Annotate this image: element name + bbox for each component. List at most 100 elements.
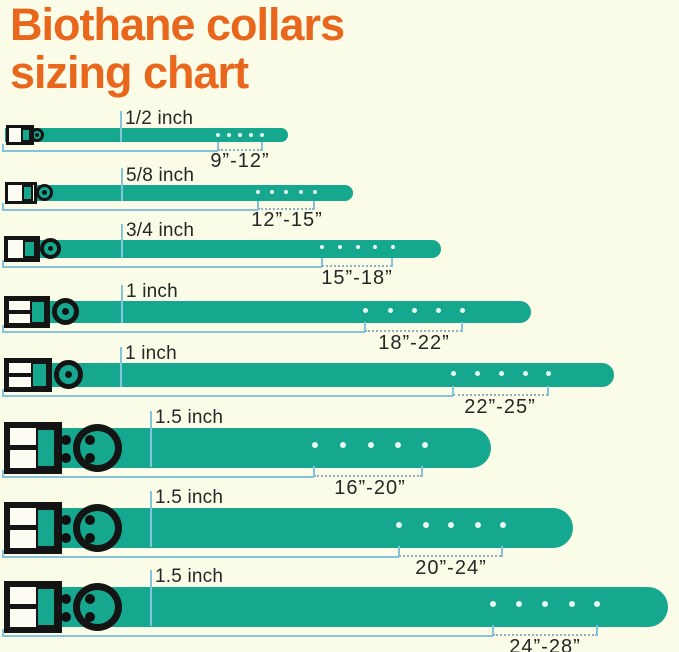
- rivet: [85, 453, 95, 463]
- width-label: 1.5 inch: [155, 566, 224, 587]
- buckle-ring-icon: [54, 360, 83, 389]
- collar-hole: [313, 190, 317, 194]
- length-bracket: [2, 395, 453, 397]
- collar-hole: [451, 371, 456, 376]
- bracket-tick: [2, 389, 4, 396]
- rivet: [85, 612, 95, 622]
- bracket-tick: [492, 625, 494, 636]
- bracket-tick: [501, 546, 503, 557]
- width-guide-line: [120, 347, 122, 387]
- collar-strap: [5, 301, 531, 323]
- length-bracket: [2, 150, 218, 152]
- collar-hole: [516, 601, 522, 607]
- page-title-line1: Biothane collars: [10, 0, 345, 50]
- collar-hole: [391, 245, 395, 249]
- collar-hole: [227, 133, 231, 137]
- collar-hole: [542, 601, 548, 607]
- collar-hole: [475, 371, 480, 376]
- bracket-tick: [364, 322, 366, 332]
- buckle-strap-tab: [36, 587, 56, 627]
- adjust-range-dotted: [365, 330, 462, 332]
- buckle-crossbar: [10, 604, 36, 609]
- size-range-label: 9”-12”: [210, 150, 270, 172]
- collar-hole: [216, 133, 220, 137]
- buckle-ring-icon: [52, 298, 79, 325]
- width-guide-line: [150, 570, 152, 626]
- buckle-ring-icon: [40, 238, 61, 259]
- collar-hole: [320, 245, 324, 249]
- adjust-range-dotted: [218, 149, 262, 151]
- collar-hole: [423, 522, 429, 528]
- rivet: [61, 594, 71, 604]
- size-range-label: 18”-22”: [378, 332, 450, 354]
- length-bracket: [2, 635, 493, 637]
- length-bracket: [2, 266, 322, 268]
- collar-hole: [412, 308, 417, 313]
- width-guide-line: [150, 491, 152, 547]
- adjust-range-dotted: [322, 265, 392, 267]
- collar-hole: [238, 133, 242, 137]
- rivet: [85, 435, 95, 445]
- buckle-strap-tab: [30, 300, 46, 324]
- rivet: [61, 435, 71, 445]
- buckle-strap-tab: [36, 428, 56, 468]
- bracket-tick: [461, 322, 463, 332]
- buckle-crossbar: [9, 310, 31, 314]
- collar-hole: [460, 308, 465, 313]
- rivet: [61, 533, 71, 543]
- bracket-tick: [2, 144, 4, 151]
- collar-hole: [312, 442, 318, 448]
- length-bracket: [2, 209, 258, 211]
- collar-hole: [338, 245, 342, 249]
- bracket-tick: [257, 201, 259, 210]
- bracket-tick: [313, 466, 315, 477]
- width-guide-line: [150, 411, 152, 467]
- collar-hole: [340, 442, 346, 448]
- size-range-label: 12”-15”: [251, 209, 323, 231]
- buckle-crossbar: [10, 525, 36, 530]
- collar-hole: [475, 522, 481, 528]
- buckle-crossbar: [9, 373, 32, 377]
- width-label: 1/2 inch: [125, 108, 194, 129]
- d-ring-icon: [73, 583, 122, 631]
- buckle-pin: [42, 190, 47, 195]
- d-ring-icon: [73, 504, 122, 552]
- collar-hole: [499, 371, 504, 376]
- collar-hole: [270, 190, 274, 194]
- buckle-strap-tab: [22, 185, 33, 201]
- collar-hole: [368, 442, 374, 448]
- adjust-range-dotted: [399, 555, 501, 557]
- bracket-tick: [2, 203, 4, 210]
- size-range-label: 16”-20”: [334, 477, 406, 499]
- collar-strap: [5, 185, 353, 201]
- buckle-strap-tab: [23, 240, 36, 258]
- bracket-tick: [421, 466, 423, 477]
- collar-hole: [284, 190, 288, 194]
- adjust-range-dotted: [493, 634, 597, 636]
- adjust-range-dotted: [453, 394, 548, 396]
- length-bracket: [2, 476, 314, 478]
- width-guide-line: [120, 111, 122, 142]
- bracket-tick: [313, 201, 315, 210]
- width-label: 1 inch: [125, 343, 177, 364]
- collar-hole: [249, 133, 253, 137]
- adjust-range-dotted: [314, 475, 422, 477]
- collar-hole: [500, 522, 506, 528]
- bracket-tick: [2, 550, 4, 557]
- bracket-tick: [2, 470, 4, 477]
- width-label: 1.5 inch: [155, 407, 224, 428]
- width-guide-line: [121, 224, 123, 258]
- size-range-label: 24”-28”: [509, 636, 581, 652]
- rivet: [85, 533, 95, 543]
- collar-hole: [546, 371, 551, 376]
- width-label: 3/4 inch: [126, 220, 195, 241]
- width-guide-line: [121, 285, 123, 323]
- rivet: [61, 612, 71, 622]
- collar-hole: [448, 522, 454, 528]
- d-ring-icon: [73, 424, 122, 472]
- page-title-line2: sizing chart: [10, 47, 249, 98]
- bracket-tick: [2, 629, 4, 636]
- length-bracket: [2, 556, 399, 558]
- size-range-label: 15”-18”: [321, 267, 393, 289]
